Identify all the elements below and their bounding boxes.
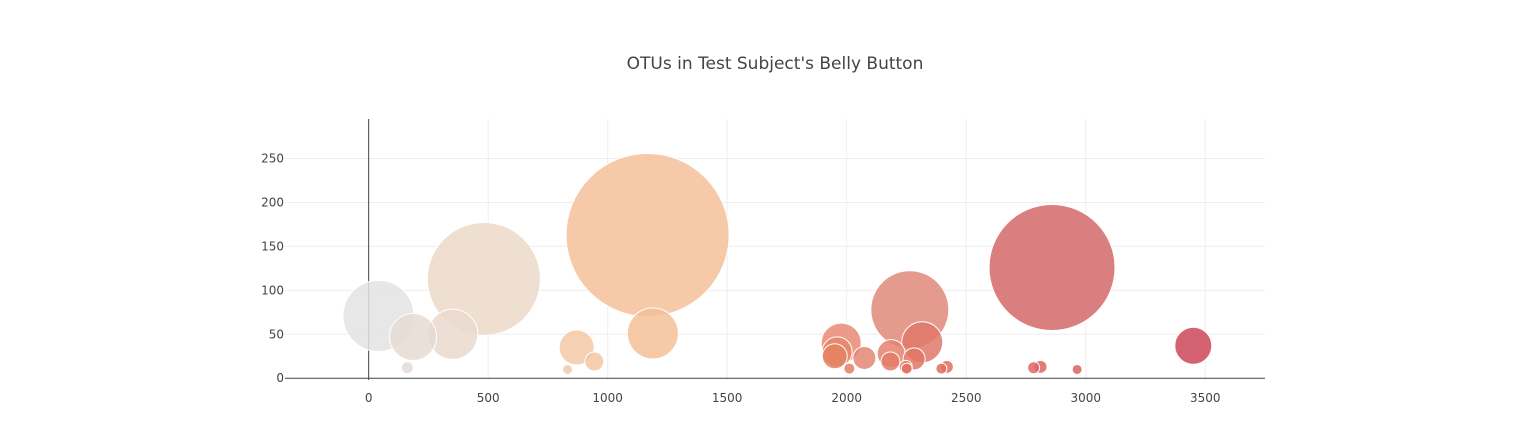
bubble-point[interactable] xyxy=(426,221,541,336)
bubble-point[interactable] xyxy=(843,362,856,375)
bubble-point[interactable] xyxy=(626,307,679,360)
x-tick-label: 2500 xyxy=(951,391,982,405)
bubble-point[interactable] xyxy=(1027,361,1041,375)
y-tick-label: 100 xyxy=(261,283,284,297)
y-tick-label: 150 xyxy=(261,239,284,253)
bubble-point[interactable] xyxy=(1174,326,1213,365)
bubble-point[interactable] xyxy=(584,351,605,372)
bubble-point[interactable] xyxy=(852,346,877,371)
chart-title: OTUs in Test Subject's Belly Button xyxy=(627,54,924,74)
bubble-point[interactable] xyxy=(562,363,574,375)
bubble-point[interactable] xyxy=(900,362,913,375)
bubble-point[interactable] xyxy=(558,329,595,366)
bubble-point[interactable] xyxy=(400,361,414,375)
x-tick-label: 0 xyxy=(365,391,373,405)
bubble-point[interactable] xyxy=(880,351,901,372)
x-tick-label: 3000 xyxy=(1070,391,1101,405)
x-tick-label: 1000 xyxy=(592,391,623,405)
y-tick-label: 250 xyxy=(261,152,284,166)
bubble-point[interactable] xyxy=(389,312,438,361)
bubble-point[interactable] xyxy=(988,204,1116,332)
y-tick-label: 0 xyxy=(276,371,284,385)
bubble-point[interactable] xyxy=(1071,363,1083,375)
x-tick-label: 500 xyxy=(477,391,500,405)
bubble-point[interactable] xyxy=(821,343,848,370)
x-tick-label: 1500 xyxy=(712,391,743,405)
bubble-point[interactable] xyxy=(935,362,948,375)
bubble-point[interactable] xyxy=(565,153,730,317)
y-tick-label: 200 xyxy=(261,195,284,209)
x-axis-ticks: 0 500 1000 1500 2000 2500 3000 3500 xyxy=(365,391,1221,405)
x-tick-label: 2000 xyxy=(831,391,862,405)
y-axis-ticks: 0 50 100 150 200 250 xyxy=(261,152,284,386)
y-tick-label: 50 xyxy=(269,327,284,341)
bubbles xyxy=(342,153,1213,375)
x-tick-label: 3500 xyxy=(1190,391,1221,405)
